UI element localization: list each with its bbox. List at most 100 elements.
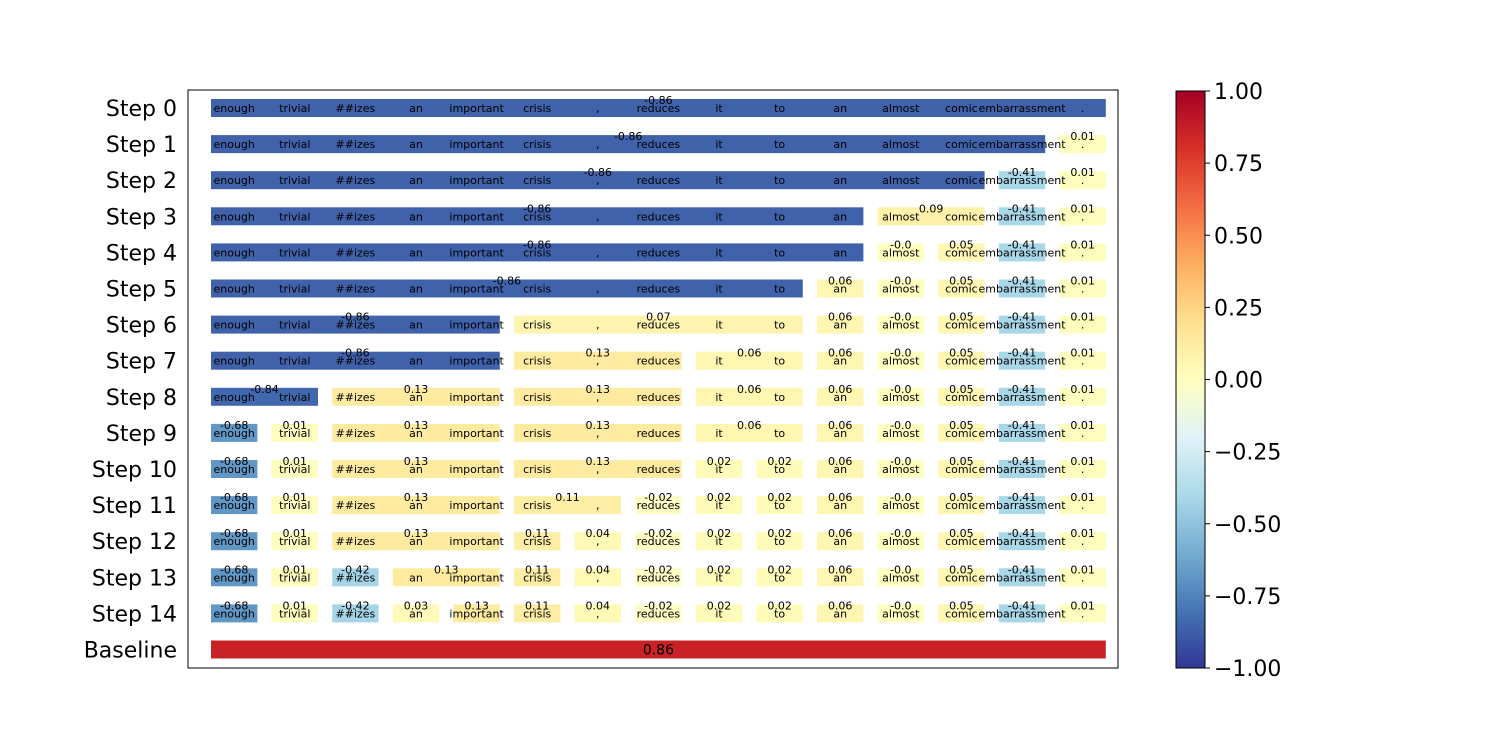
attribution-bar (756, 568, 803, 587)
row-label: Baseline (84, 639, 177, 664)
token-label: , (596, 283, 600, 296)
attribution-value-label: 0.05 (949, 383, 974, 396)
colorbar-tick-label: 1.00 (1214, 80, 1263, 105)
token-label: almost (882, 463, 920, 476)
token-label: . (1081, 138, 1085, 151)
token-label: reduces (637, 319, 681, 332)
token-label: it (715, 463, 723, 476)
token-label: , (596, 138, 600, 151)
token-label: an (833, 174, 847, 187)
attribution-bar (332, 387, 500, 406)
token-label: an (409, 355, 423, 368)
attribution-value-label: 0.01 (1070, 130, 1095, 143)
attribution-value-label: -0.0 (890, 563, 911, 576)
step-row: Step 8 enough trivial ##izes an important cris… (106, 383, 1106, 411)
attribution-bar (817, 568, 864, 587)
attribution-value-label: -0.0 (890, 383, 911, 396)
token-label: an (409, 102, 423, 115)
attribution-bar (817, 496, 864, 515)
token-label: . (1081, 571, 1085, 584)
attribution-bar (938, 423, 985, 442)
attribution-value-label: 0.01 (1070, 563, 1095, 576)
token-label: ##izes (336, 427, 376, 440)
row-label: Step 8 (106, 386, 177, 411)
token-label: reduces (637, 391, 681, 404)
token-label: enough (213, 283, 254, 296)
attribution-value-label: 0.02 (767, 527, 792, 540)
token-label: an (833, 246, 847, 259)
attribution-value-label: 0.01 (1070, 419, 1095, 432)
attribution-bar (1059, 243, 1106, 262)
attribution-bar (938, 243, 985, 262)
token-label: comic (945, 355, 978, 368)
token-label: . (1081, 174, 1085, 187)
attribution-bar (271, 496, 318, 515)
token-label: to (774, 102, 785, 115)
attribution-bar (695, 351, 803, 370)
row-label: Step 5 (106, 278, 177, 303)
colorbar: 1.00 0.75 0.50 0.25 0.00 −0.25 −0.50 −0.75 −1.00 (1175, 80, 1281, 682)
attribution-value-label: 0.11 (525, 599, 550, 612)
token-label: an (833, 138, 847, 151)
attribution-bar (514, 460, 682, 478)
token-label: enough (213, 102, 254, 115)
attribution-bar (574, 604, 621, 623)
attribution-value-label: 0.05 (949, 527, 974, 540)
colorbar-tick-label: −0.75 (1214, 585, 1281, 610)
token-label: enough (213, 355, 254, 368)
token-label: trivial (279, 499, 310, 512)
colorbar-gradient (1175, 90, 1206, 669)
attribution-value-label: -0.41 (1008, 238, 1036, 251)
token-label: important (449, 391, 504, 404)
token-label: trivial (279, 174, 310, 187)
attribution-value-label: 0.04 (586, 599, 611, 612)
token-label: reduces (637, 210, 681, 223)
attribution-value-label: 0.02 (707, 599, 732, 612)
attribution-value-label: 0.06 (828, 311, 853, 324)
attribution-value-label: -0.0 (890, 455, 911, 468)
token-label: ##izes (336, 463, 376, 476)
token-label: trivial (279, 102, 310, 115)
token-label: ##izes (336, 319, 376, 332)
attribution-bar (877, 351, 924, 370)
attribution-value-label: 0.06 (737, 347, 762, 360)
attribution-value-label: -0.86 (493, 275, 521, 288)
attribution-value-label: 0.01 (283, 563, 308, 576)
attribution-value-label: -0.0 (890, 347, 911, 360)
token-label: important (449, 571, 504, 584)
attribution-bar (392, 604, 440, 623)
token-label: enough (213, 535, 254, 548)
attribution-bar (998, 568, 1046, 587)
attribution-value-label: 0.05 (949, 599, 974, 612)
token-label: it (715, 210, 723, 223)
attribution-value-label: -0.02 (644, 563, 672, 576)
attribution-bar (271, 604, 318, 623)
token-label: crisis (523, 391, 551, 404)
attribution-value-label: 0.02 (767, 455, 792, 468)
token-label: embarrassment (978, 571, 1066, 584)
attribution-value-label: 0.06 (828, 455, 853, 468)
token-label: embarrassment (978, 463, 1066, 476)
token-label: it (715, 427, 723, 440)
token-label: embarrassment (978, 499, 1066, 512)
token-label: embarrassment (978, 102, 1066, 115)
token-label: almost (882, 499, 920, 512)
attribution-value-label: 0.01 (1070, 383, 1095, 396)
token-label: an (833, 319, 847, 332)
attribution-bar (938, 279, 985, 298)
attribution-value-label: -0.0 (890, 527, 911, 540)
token-label: ##izes (336, 102, 376, 115)
attribution-value-label: 0.13 (404, 455, 429, 468)
token-label: enough (213, 174, 254, 187)
row-label: Step 7 (106, 350, 177, 375)
token-label: . (1081, 246, 1085, 259)
attribution-value-label: -0.02 (644, 527, 672, 540)
token-label: reduces (637, 138, 681, 151)
attribution-value-label: -0.0 (890, 419, 911, 432)
attribution-bar (998, 207, 1046, 226)
attribution-bar (574, 568, 621, 587)
token-label: it (715, 283, 723, 296)
token-label: ##izes (336, 499, 376, 512)
token-label: important (449, 174, 504, 187)
